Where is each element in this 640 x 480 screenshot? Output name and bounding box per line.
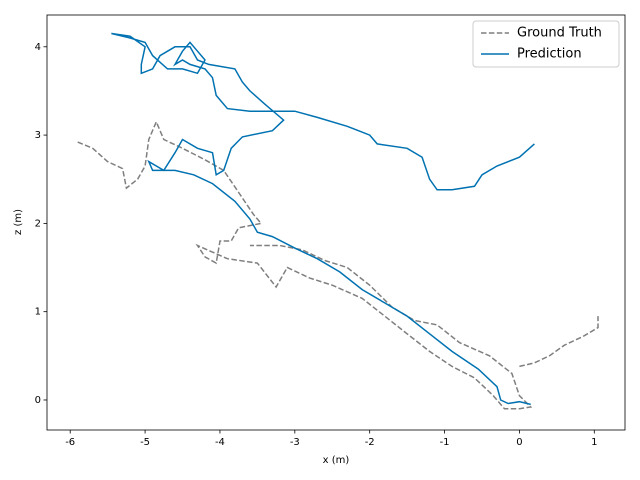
x-axis-label: x (m) (323, 455, 350, 466)
y-tick-label: 4 (35, 42, 41, 53)
y-tick-label: 0 (35, 395, 41, 406)
plot-frame (46, 14, 626, 431)
y-tick-label: 3 (35, 130, 41, 141)
y-axis-label: z (m) (13, 209, 24, 235)
x-tick-label: -4 (215, 437, 225, 448)
legend-label: Prediction (517, 47, 582, 62)
legend-box (472, 20, 620, 68)
trajectory-line (111, 32, 535, 406)
legend-label: Ground Truth (517, 26, 602, 41)
x-tick-label: 0 (516, 437, 522, 448)
trajectory-line (77, 119, 599, 410)
y-tick-label: 2 (35, 218, 41, 229)
y-tick-label: 1 (35, 307, 41, 318)
legend: Ground Truth Prediction (472, 20, 620, 68)
x-tick-label: -6 (65, 437, 75, 448)
x-tick-label: -3 (290, 437, 300, 448)
x-tick-label: 1 (591, 437, 597, 448)
x-tick-label: -1 (440, 437, 450, 448)
x-tick-label: -2 (365, 437, 375, 448)
x-tick-label: -5 (140, 437, 150, 448)
